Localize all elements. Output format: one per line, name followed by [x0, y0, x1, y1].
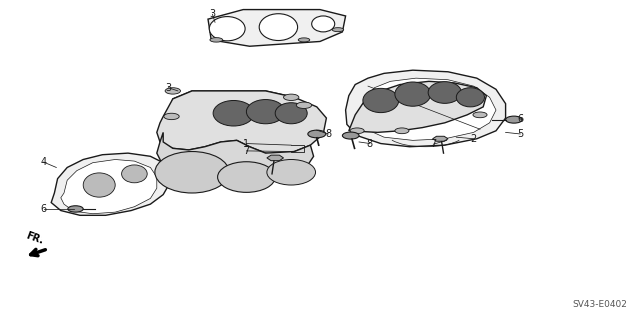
Ellipse shape	[259, 14, 298, 41]
Ellipse shape	[312, 16, 335, 32]
Text: 6: 6	[40, 204, 47, 214]
Polygon shape	[358, 78, 496, 140]
Ellipse shape	[258, 95, 286, 113]
Ellipse shape	[275, 103, 307, 124]
Ellipse shape	[506, 116, 522, 123]
Ellipse shape	[395, 128, 409, 134]
Polygon shape	[349, 81, 486, 132]
Ellipse shape	[218, 162, 275, 192]
Text: SV43-E0402: SV43-E0402	[572, 300, 627, 309]
Text: 2: 2	[470, 134, 477, 144]
Ellipse shape	[246, 100, 285, 124]
Ellipse shape	[298, 38, 310, 42]
Polygon shape	[170, 91, 294, 116]
Ellipse shape	[164, 113, 179, 120]
Ellipse shape	[332, 28, 344, 32]
Ellipse shape	[296, 102, 312, 108]
Text: 6: 6	[517, 114, 524, 124]
Text: 7: 7	[243, 146, 250, 156]
Text: 5: 5	[517, 129, 524, 139]
Ellipse shape	[473, 112, 487, 118]
Text: 3: 3	[165, 83, 172, 93]
Text: 7: 7	[430, 139, 436, 149]
Ellipse shape	[209, 17, 245, 41]
Polygon shape	[433, 136, 448, 141]
Ellipse shape	[179, 94, 211, 113]
Ellipse shape	[267, 160, 316, 185]
Polygon shape	[157, 91, 326, 155]
Ellipse shape	[395, 82, 431, 106]
Polygon shape	[61, 160, 157, 214]
Text: FR.: FR.	[24, 231, 45, 246]
Ellipse shape	[83, 173, 115, 197]
Ellipse shape	[428, 82, 461, 103]
Ellipse shape	[68, 206, 83, 212]
Ellipse shape	[350, 128, 364, 134]
Ellipse shape	[342, 132, 359, 139]
Ellipse shape	[213, 100, 254, 126]
Ellipse shape	[363, 88, 399, 113]
Ellipse shape	[122, 165, 147, 183]
Text: 4: 4	[40, 157, 47, 167]
Ellipse shape	[456, 88, 484, 107]
Text: 8: 8	[325, 129, 332, 139]
Ellipse shape	[284, 94, 299, 100]
Ellipse shape	[308, 130, 326, 138]
Ellipse shape	[210, 38, 223, 42]
Ellipse shape	[216, 93, 252, 114]
Polygon shape	[346, 70, 506, 147]
Text: 3: 3	[209, 9, 216, 19]
Ellipse shape	[155, 152, 229, 193]
Text: 1: 1	[243, 138, 250, 149]
Polygon shape	[51, 153, 170, 215]
Text: 8: 8	[367, 138, 373, 149]
Polygon shape	[157, 132, 314, 183]
Polygon shape	[267, 155, 284, 161]
Polygon shape	[208, 10, 346, 46]
Ellipse shape	[165, 88, 180, 94]
